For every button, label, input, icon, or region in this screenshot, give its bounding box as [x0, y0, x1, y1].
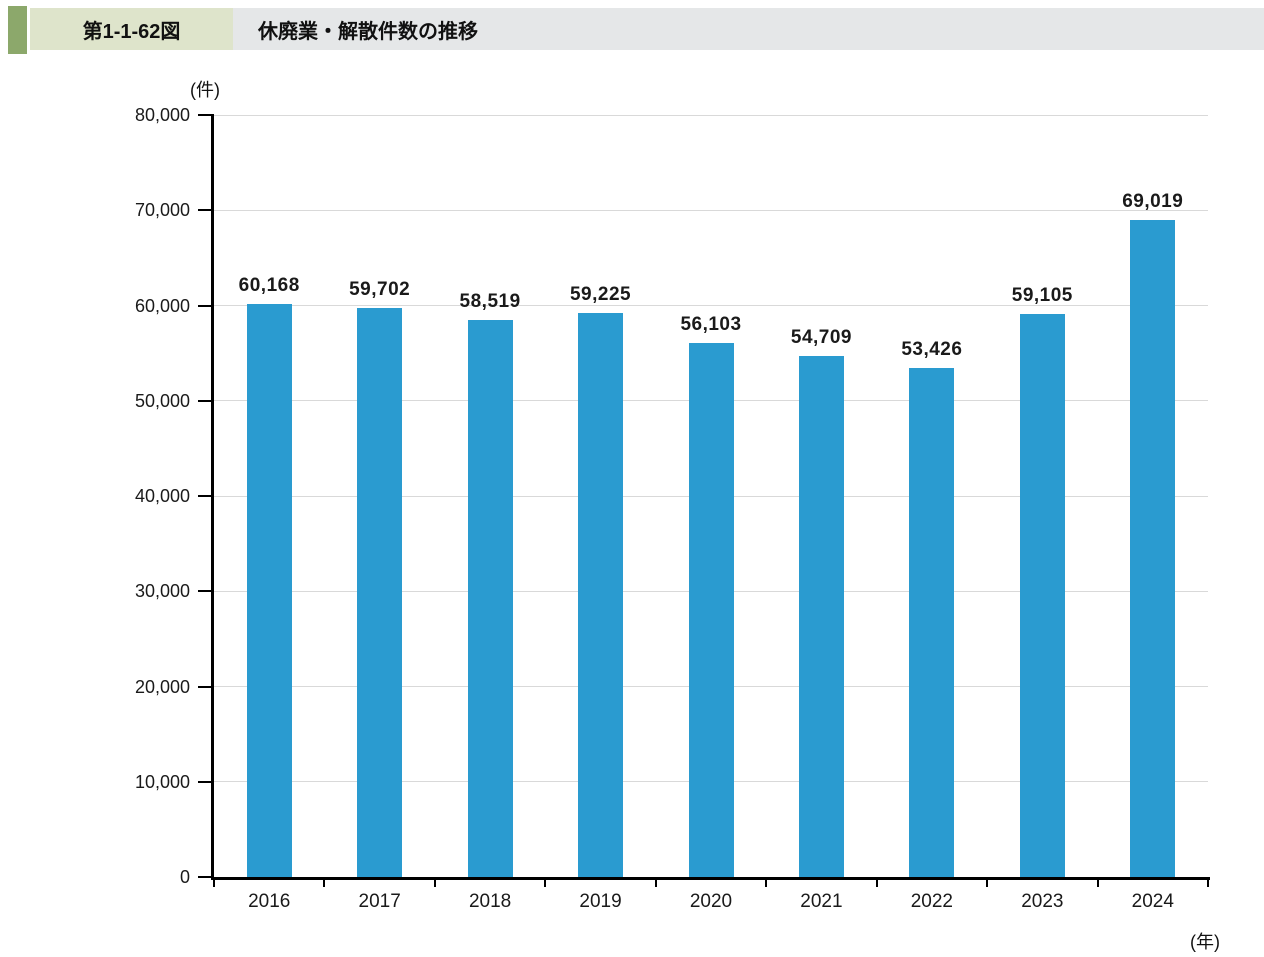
x-axis-unit-label: (年) — [1190, 932, 1220, 952]
x-axis-tick-label: 2017 — [358, 891, 401, 912]
x-axis-tick — [765, 877, 768, 887]
y-axis-tick — [198, 495, 214, 497]
y-axis-tick — [198, 685, 214, 688]
bar-chart: (件) (年) 0 10,000 20,000 30,000 40,000 50,000 6… — [0, 58, 1264, 957]
x-axis-tick-label: 2023 — [1021, 891, 1064, 912]
x-axis-tick — [654, 877, 657, 887]
bar-value-label: 59,225 — [569, 283, 632, 305]
bar — [467, 319, 513, 877]
figure-title-strip: 休廃業・解散件数の推移 — [233, 8, 1264, 50]
y-axis-tick — [198, 590, 214, 593]
x-axis-tick-label: 2016 — [248, 891, 291, 912]
x-axis-tick — [433, 877, 436, 887]
x-axis-tick-label: 2018 — [468, 891, 512, 912]
x-axis-tick — [986, 877, 989, 887]
y-axis-tick — [198, 780, 214, 783]
y-axis-tick-label: 30,000 — [134, 581, 190, 602]
bar-value-label: 56,103 — [680, 313, 742, 335]
y-axis-line — [211, 115, 214, 880]
y-axis-tick — [198, 399, 214, 402]
y-axis-tick-label: 80,000 — [134, 105, 190, 125]
x-axis-tick — [544, 877, 547, 887]
y-axis-tick-label: 20,000 — [134, 676, 190, 697]
gridline — [214, 209, 1208, 211]
x-axis-tick-label: 2019 — [579, 891, 622, 912]
header-accent-bar — [8, 6, 27, 54]
gridline — [214, 114, 1208, 116]
y-axis-tick — [198, 876, 214, 878]
y-axis-tick-label: 60,000 — [134, 295, 190, 316]
x-axis-tick — [323, 877, 326, 887]
x-axis-tick — [213, 877, 215, 887]
x-axis-tick-label: 2024 — [1131, 891, 1174, 912]
figure-number-box: 第1-1-62図 — [30, 8, 233, 50]
x-axis-tick — [1207, 877, 1209, 887]
x-axis-tick — [875, 877, 878, 887]
bar-value-label: 59,702 — [349, 279, 411, 301]
bar — [1130, 219, 1176, 877]
y-axis-tick — [198, 114, 214, 116]
bar-value-label: 59,105 — [1011, 285, 1073, 307]
figure-title: 休廃業・解散件数の推移 — [258, 20, 478, 43]
y-axis-tick-label: 10,000 — [134, 771, 190, 792]
bar — [688, 342, 734, 877]
gridline — [214, 305, 1208, 306]
bar-value-label: 58,519 — [459, 290, 521, 312]
bar-value-label: 53,426 — [901, 339, 963, 361]
y-axis-tick-label: 0 — [179, 867, 190, 887]
figure-number: 第1-1-62図 — [82, 20, 181, 43]
bar — [909, 368, 955, 877]
x-axis-tick-label: 2020 — [689, 891, 733, 912]
bar-value-label: 54,709 — [790, 326, 852, 348]
bar — [357, 308, 403, 877]
bar — [1019, 314, 1065, 877]
x-axis-tick-label: 2022 — [910, 891, 954, 912]
x-axis-line — [211, 877, 1210, 880]
y-axis-unit-label: (件) — [190, 80, 220, 100]
y-axis-tick — [198, 209, 214, 212]
y-axis-tick — [198, 304, 214, 307]
y-axis-tick-label: 50,000 — [134, 390, 190, 411]
x-axis-tick-label: 2021 — [800, 891, 843, 912]
bar-value-label: 60,168 — [238, 274, 300, 296]
bar — [578, 312, 624, 877]
x-axis-tick — [1096, 877, 1099, 887]
bar — [246, 303, 292, 877]
bar — [798, 355, 844, 877]
y-axis-tick-label: 40,000 — [134, 486, 190, 506]
bar-value-label: 69,019 — [1122, 190, 1184, 212]
y-axis-tick-label: 70,000 — [134, 200, 190, 221]
